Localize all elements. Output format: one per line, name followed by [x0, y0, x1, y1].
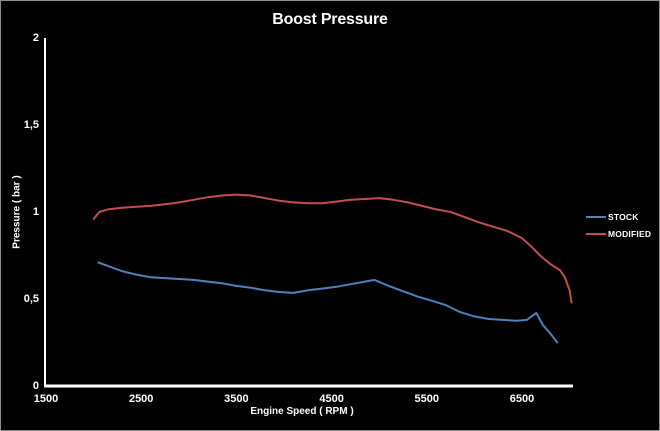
x-tick-label: 4500 — [319, 393, 344, 405]
y-tick-label: 0 — [32, 380, 39, 392]
series-line-stock — [97, 261, 559, 344]
x-tick-label: 2500 — [128, 393, 154, 405]
x-tick-label: 5500 — [414, 393, 440, 405]
y-tick-label: 2 — [32, 32, 39, 44]
modified-line-swatch — [586, 232, 606, 235]
y-tick-label: 1 — [32, 206, 39, 218]
legend-label-stock: STOCK — [608, 211, 639, 222]
x-tick-label: 6500 — [509, 393, 535, 405]
stock-line-swatch — [586, 215, 606, 218]
legend: STOCK MODIFIED — [586, 208, 651, 242]
x-tick-label: 1500 — [33, 393, 59, 405]
series-line-modified — [92, 193, 573, 304]
x-axis-title: Engine Speed ( RPM ) — [250, 406, 354, 417]
chart-title: Boost Pressure — [272, 11, 388, 28]
legend-label-modified: MODIFIED — [608, 228, 652, 239]
x-tick-label: 3500 — [224, 393, 249, 405]
legend-item-modified: MODIFIED — [586, 225, 651, 242]
y-tick-label: 1,5 — [23, 119, 39, 131]
series-lines — [92, 193, 573, 344]
legend-item-stock: STOCK — [586, 208, 651, 225]
y-tick-label: 0,5 — [23, 293, 39, 305]
